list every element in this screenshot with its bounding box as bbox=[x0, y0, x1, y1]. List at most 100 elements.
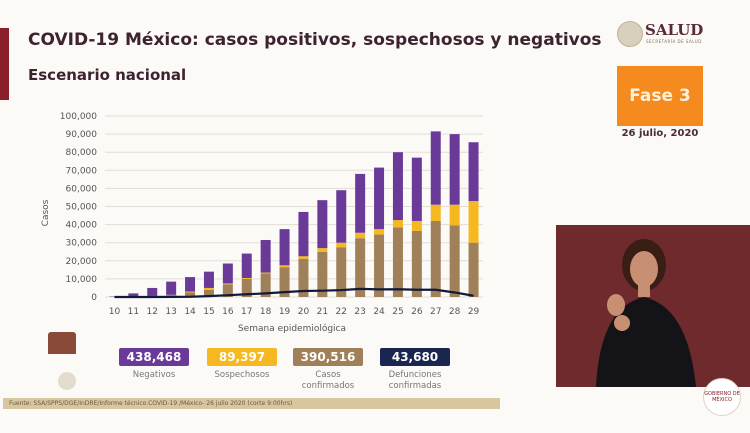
bar-sospechosos bbox=[241, 277, 252, 279]
bar-casos-confirmados bbox=[185, 292, 196, 297]
x-tick-label: 13 bbox=[165, 307, 176, 317]
bar-sospechosos bbox=[260, 272, 271, 274]
bar-negativos bbox=[279, 229, 290, 266]
bar-negativos bbox=[449, 134, 460, 205]
x-tick-label: 26 bbox=[411, 307, 423, 317]
bar-negativos bbox=[298, 211, 309, 257]
y-tick-label: 100,000 bbox=[60, 112, 97, 122]
logo-subtitle: SECRETARÍA DE SALUD bbox=[646, 39, 702, 44]
defunciones-value: 43,680 bbox=[380, 348, 450, 366]
seal-icon bbox=[617, 21, 643, 47]
y-tick-label: 90,000 bbox=[66, 130, 98, 140]
bar-casos-confirmados bbox=[298, 258, 309, 297]
bar-negativos bbox=[317, 200, 328, 249]
x-tick-label: 10 bbox=[109, 307, 121, 317]
bar-negativos bbox=[355, 173, 366, 233]
y-tick-label: 10,000 bbox=[66, 275, 98, 285]
logo-name: SALUD bbox=[645, 21, 704, 39]
crest-icon bbox=[48, 332, 76, 354]
bar-negativos bbox=[411, 157, 422, 221]
bar-sospechosos bbox=[222, 283, 233, 285]
bar-casos-confirmados bbox=[392, 227, 403, 297]
x-tick-label: 17 bbox=[241, 307, 252, 317]
bar-negativos bbox=[260, 239, 271, 273]
interpreter-figure bbox=[596, 239, 696, 387]
x-tick-label: 25 bbox=[392, 307, 403, 317]
y-tick-label: 0 bbox=[91, 293, 97, 303]
bar-sospechosos bbox=[449, 204, 460, 226]
x-tick-label: 29 bbox=[468, 307, 480, 317]
bar-negativos bbox=[374, 167, 385, 230]
bar-casos-confirmados bbox=[203, 289, 214, 297]
x-axis-label: Semana epidemiológica bbox=[238, 323, 346, 334]
x-tick-label: 14 bbox=[184, 307, 196, 317]
page-subtitle: Escenario nacional bbox=[28, 66, 187, 84]
bar-negativos bbox=[166, 281, 177, 295]
bar-sospechosos bbox=[392, 220, 403, 228]
x-tick-label: 19 bbox=[279, 307, 291, 317]
defunciones-label: Defunciones confirmadas bbox=[388, 370, 442, 391]
bar-negativos bbox=[147, 287, 158, 296]
defunciones-line bbox=[114, 287, 474, 299]
sospechosos-label: Sospechosos bbox=[214, 370, 270, 380]
bar-casos-confirmados bbox=[336, 247, 347, 297]
x-tick-label: 15 bbox=[203, 307, 214, 317]
sospechosos-value: 89,397 bbox=[207, 348, 277, 366]
bar-casos-confirmados bbox=[222, 284, 233, 297]
gobierno-mexico-badge: GOBIERNO DE MÉXICO bbox=[703, 378, 741, 416]
y-tick-label: 40,000 bbox=[66, 221, 98, 231]
bar-casos-confirmados bbox=[317, 251, 328, 297]
bar-casos-confirmados bbox=[430, 220, 441, 297]
y-axis-label: Casos bbox=[41, 199, 51, 226]
y-tick-label: 20,000 bbox=[66, 257, 98, 267]
negativos-label: Negativos bbox=[132, 370, 176, 380]
bar-negativos bbox=[241, 253, 252, 278]
bar-casos-confirmados bbox=[260, 273, 271, 297]
bar-casos-confirmados bbox=[468, 242, 479, 297]
page-title: COVID-19 México: casos positivos, sospec… bbox=[28, 30, 602, 50]
x-tick-label: 24 bbox=[373, 307, 385, 317]
bar-casos-confirmados bbox=[411, 230, 422, 297]
sign-language-video bbox=[556, 225, 750, 387]
y-tick-label: 30,000 bbox=[66, 239, 98, 249]
bar-sospechosos bbox=[298, 256, 309, 259]
bar-negativos bbox=[128, 293, 139, 297]
source-footer: Fuente: SSA/SPPS/DGE/InDRE/Informe técni… bbox=[3, 398, 500, 409]
bar-sospechosos bbox=[317, 248, 328, 252]
phase-date: 26 julio, 2020 bbox=[621, 128, 699, 139]
confirmados-label: Casos confirmados bbox=[301, 370, 355, 391]
seal-icon bbox=[58, 372, 76, 390]
bar-sospechosos bbox=[430, 204, 441, 221]
salud-logo: SALUD SECRETARÍA DE SALUD bbox=[615, 20, 710, 48]
bar-negativos bbox=[392, 152, 403, 221]
bar-sospechosos bbox=[336, 242, 347, 248]
x-tick-label: 20 bbox=[298, 307, 310, 317]
bar-sospechosos bbox=[355, 232, 366, 239]
y-tick-label: 70,000 bbox=[66, 166, 98, 176]
x-tick-label: 16 bbox=[222, 307, 234, 317]
bar-casos-confirmados bbox=[355, 238, 366, 297]
bar-negativos bbox=[430, 131, 441, 205]
stacked-bar-chart: 0 10,000 20,000 30,000 40,000 50,000 60,000 70,… bbox=[41, 112, 483, 334]
x-tick-label: 27 bbox=[430, 307, 441, 317]
bar-sospechosos bbox=[203, 287, 214, 290]
bar-sospechosos bbox=[185, 291, 196, 293]
x-tick-label: 12 bbox=[147, 307, 158, 317]
bar-negativos bbox=[468, 142, 479, 202]
phase-badge: Fase 3 bbox=[617, 66, 703, 126]
x-tick-label: 18 bbox=[260, 307, 272, 317]
bar-negativos bbox=[185, 277, 196, 292]
y-tick-label: 50,000 bbox=[66, 203, 98, 213]
bar-negativos bbox=[336, 190, 347, 243]
x-tick-label: 11 bbox=[128, 307, 139, 317]
x-tick-label: 28 bbox=[449, 307, 461, 317]
bar-casos-confirmados bbox=[374, 234, 385, 297]
accent-bar bbox=[0, 28, 9, 100]
bar-sospechosos bbox=[374, 229, 385, 235]
bar-sospechosos bbox=[411, 220, 422, 231]
bar-negativos bbox=[203, 271, 214, 288]
bar-casos-confirmados bbox=[279, 267, 290, 297]
bar-negativos bbox=[222, 263, 233, 284]
x-tick-label: 21 bbox=[317, 307, 328, 317]
y-tick-label: 80,000 bbox=[66, 148, 98, 158]
